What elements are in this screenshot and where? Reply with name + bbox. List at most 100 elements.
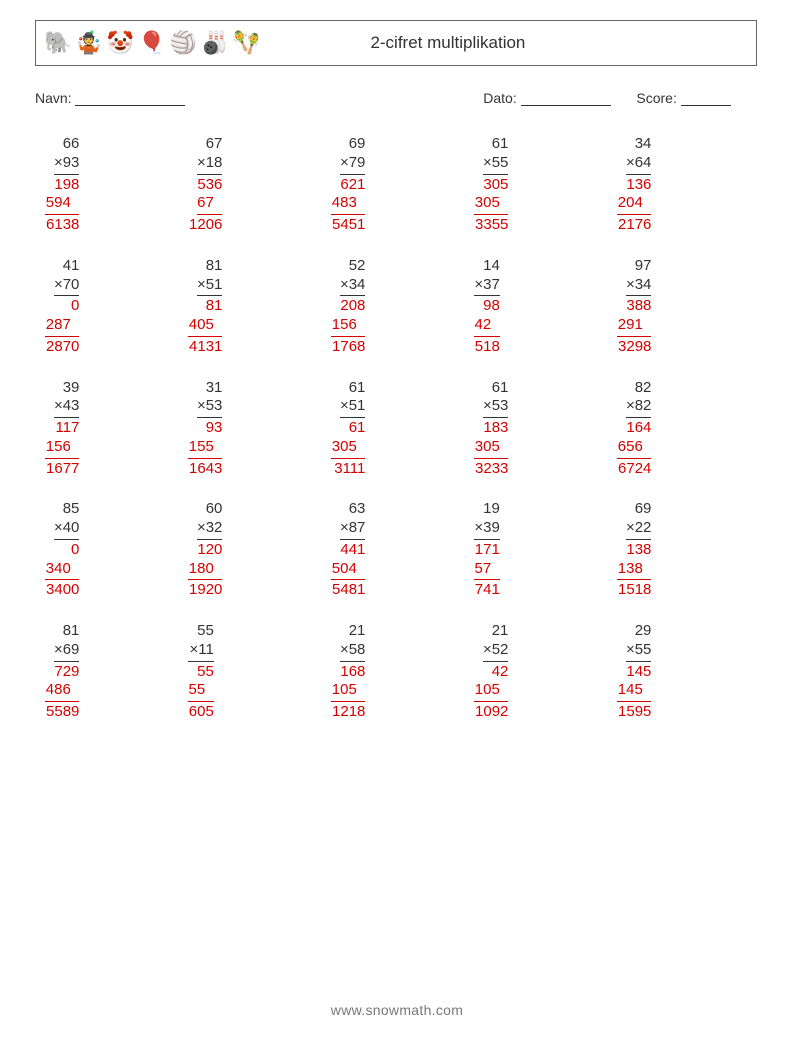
partial-1: 136 (617, 176, 651, 195)
date-blank[interactable] (521, 91, 611, 106)
rule (54, 295, 80, 296)
answer: 6138 (45, 216, 79, 235)
problem: 60×321201801920 (188, 500, 321, 600)
answer: 3111 (331, 460, 365, 479)
partial-2: 138 (617, 560, 651, 579)
rule (474, 539, 500, 540)
partial-2: 291 (617, 316, 651, 335)
score-blank[interactable] (681, 91, 731, 106)
problem: 55×115555605 (188, 622, 321, 722)
problem: 67×18536671206 (188, 135, 321, 235)
multiplicand: 19 (474, 500, 500, 519)
score-label: Score: (636, 90, 676, 106)
partial-2: 287 (45, 316, 79, 335)
rule (188, 701, 214, 702)
rule (54, 661, 80, 662)
rule (340, 295, 366, 296)
meta-row: Navn: Dato: Score: (35, 90, 755, 106)
partial-2: 180 (188, 560, 222, 579)
problem: 61×55 305305 3355 (474, 135, 607, 235)
rule (483, 661, 509, 662)
rule (188, 336, 222, 337)
problem: 41×7002872870 (45, 257, 178, 357)
partial-1: 198 (45, 176, 79, 195)
footer-url: www.snowmath.com (0, 1002, 794, 1018)
multiplier: ×87 (331, 519, 365, 538)
multiplicand: 29 (617, 622, 651, 641)
rule (626, 417, 652, 418)
multiplicand: 60 (188, 500, 222, 519)
partial-1: 536 (188, 176, 222, 195)
rule (54, 417, 80, 418)
problems-grid: 66×93198594613867×1853667120669×79621483… (45, 135, 750, 722)
multiplicand: 21 (331, 622, 365, 641)
answer: 1643 (188, 460, 222, 479)
rule (45, 701, 79, 702)
multiplicand: 63 (331, 500, 365, 519)
partial-1: 117 (45, 419, 79, 438)
answer: 4131 (188, 338, 222, 357)
answer: 1677 (45, 460, 79, 479)
multiplier: ×93 (45, 154, 79, 173)
partial-1: 305 (474, 176, 508, 195)
multiplicand: 52 (331, 257, 365, 276)
partial-2: 305 (474, 438, 508, 457)
partial-2: 145 (617, 681, 651, 700)
rule (45, 336, 79, 337)
multiplicand: 61 (474, 135, 508, 154)
problem: 82×821646566724 (617, 379, 750, 479)
problem: 29×551451451595 (617, 622, 750, 722)
rule (188, 458, 222, 459)
rule (474, 579, 500, 580)
answer: 3298 (617, 338, 651, 357)
multiplier: ×51 (331, 397, 365, 416)
rule (617, 701, 651, 702)
answer: 3355 (474, 216, 508, 235)
problem: 19×3917157741 (474, 500, 607, 600)
rule (617, 579, 651, 580)
multiplicand: 82 (617, 379, 651, 398)
partial-1: 61 (331, 419, 365, 438)
multiplier: ×51 (188, 276, 222, 295)
multiplier: ×39 (474, 519, 500, 538)
multiplier: ×34 (617, 276, 651, 295)
multiplicand: 69 (331, 135, 365, 154)
pins-icon: 🎳 (201, 30, 228, 56)
problem: 85×4003403400 (45, 500, 178, 600)
partial-1: 388 (617, 297, 651, 316)
multiplier: ×53 (474, 397, 508, 416)
problem: 66×931985946138 (45, 135, 178, 235)
multiplicand: 97 (617, 257, 651, 276)
beachball-icon: 🏐 (170, 30, 197, 56)
partial-2: 486 (45, 681, 79, 700)
problem: 39×431171561677 (45, 379, 178, 479)
multiplier: ×70 (45, 276, 79, 295)
partial-2: 204 (617, 194, 651, 213)
partial-2: 305 (474, 194, 508, 213)
multiplier: ×53 (188, 397, 222, 416)
rule (45, 579, 79, 580)
partial-2: 105 (331, 681, 365, 700)
answer: 2176 (617, 216, 651, 235)
partial-1: 441 (331, 541, 365, 560)
answer: 1595 (617, 703, 651, 722)
rule (331, 458, 365, 459)
multiplier: ×79 (331, 154, 365, 173)
header-icons-row: 🐘🤹🤡🎈🏐🎳🪇 (36, 30, 260, 56)
partial-1: 171 (474, 541, 500, 560)
answer: 6724 (617, 460, 651, 479)
multiplier: ×82 (617, 397, 651, 416)
partial-2: 305 (331, 438, 365, 457)
rule (45, 214, 79, 215)
problem: 81×51814054131 (188, 257, 321, 357)
rule (188, 661, 214, 662)
problem: 52×342081561768 (331, 257, 464, 357)
multiplicand: 55 (188, 622, 214, 641)
multiplier: ×55 (474, 154, 508, 173)
answer: 1206 (188, 216, 222, 235)
date-label: Dato: (483, 90, 516, 106)
rule (340, 417, 366, 418)
partial-1: 93 (188, 419, 222, 438)
partial-1: 183 (474, 419, 508, 438)
name-blank[interactable] (75, 91, 185, 106)
